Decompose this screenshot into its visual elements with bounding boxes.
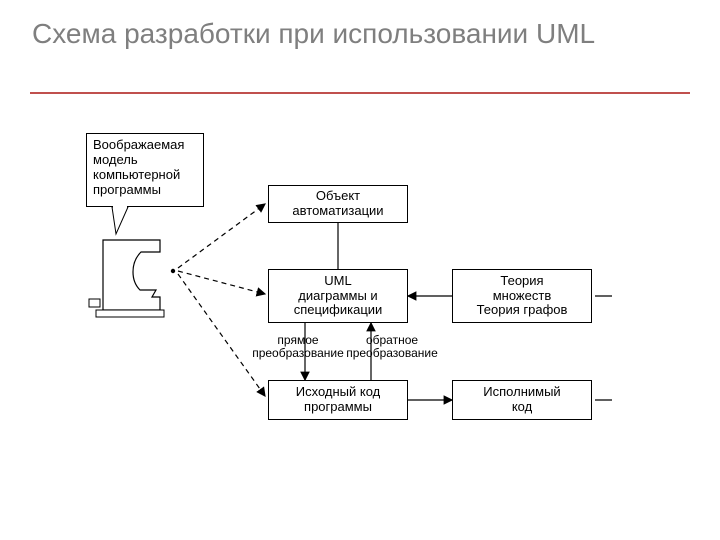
node-theory: Теория множеств Теория графов <box>452 269 592 323</box>
node-source: Исходный код программы <box>268 380 408 420</box>
page-title: Схема разработки при использовании UML <box>32 18 682 50</box>
speech-text: Воображаемая модель компьютерной програм… <box>93 137 184 197</box>
label-reverse: обратное преобразование <box>346 334 438 360</box>
node-object-text: Объект автоматизации <box>292 189 383 219</box>
node-uml: UML диаграммы и спецификации <box>268 269 408 323</box>
title-rule <box>30 92 690 94</box>
node-exec: Исполнимый код <box>452 380 592 420</box>
node-exec-text: Исполнимый код <box>483 385 560 415</box>
node-source-text: Исходный код программы <box>296 385 381 415</box>
node-uml-text: UML диаграммы и спецификации <box>294 274 383 319</box>
speech-bubble: Воображаемая модель компьютерной програм… <box>86 133 204 207</box>
node-theory-text: Теория множеств Теория графов <box>477 274 568 319</box>
node-object: Объект автоматизации <box>268 185 408 223</box>
label-forward: прямое преобразование <box>252 334 344 360</box>
